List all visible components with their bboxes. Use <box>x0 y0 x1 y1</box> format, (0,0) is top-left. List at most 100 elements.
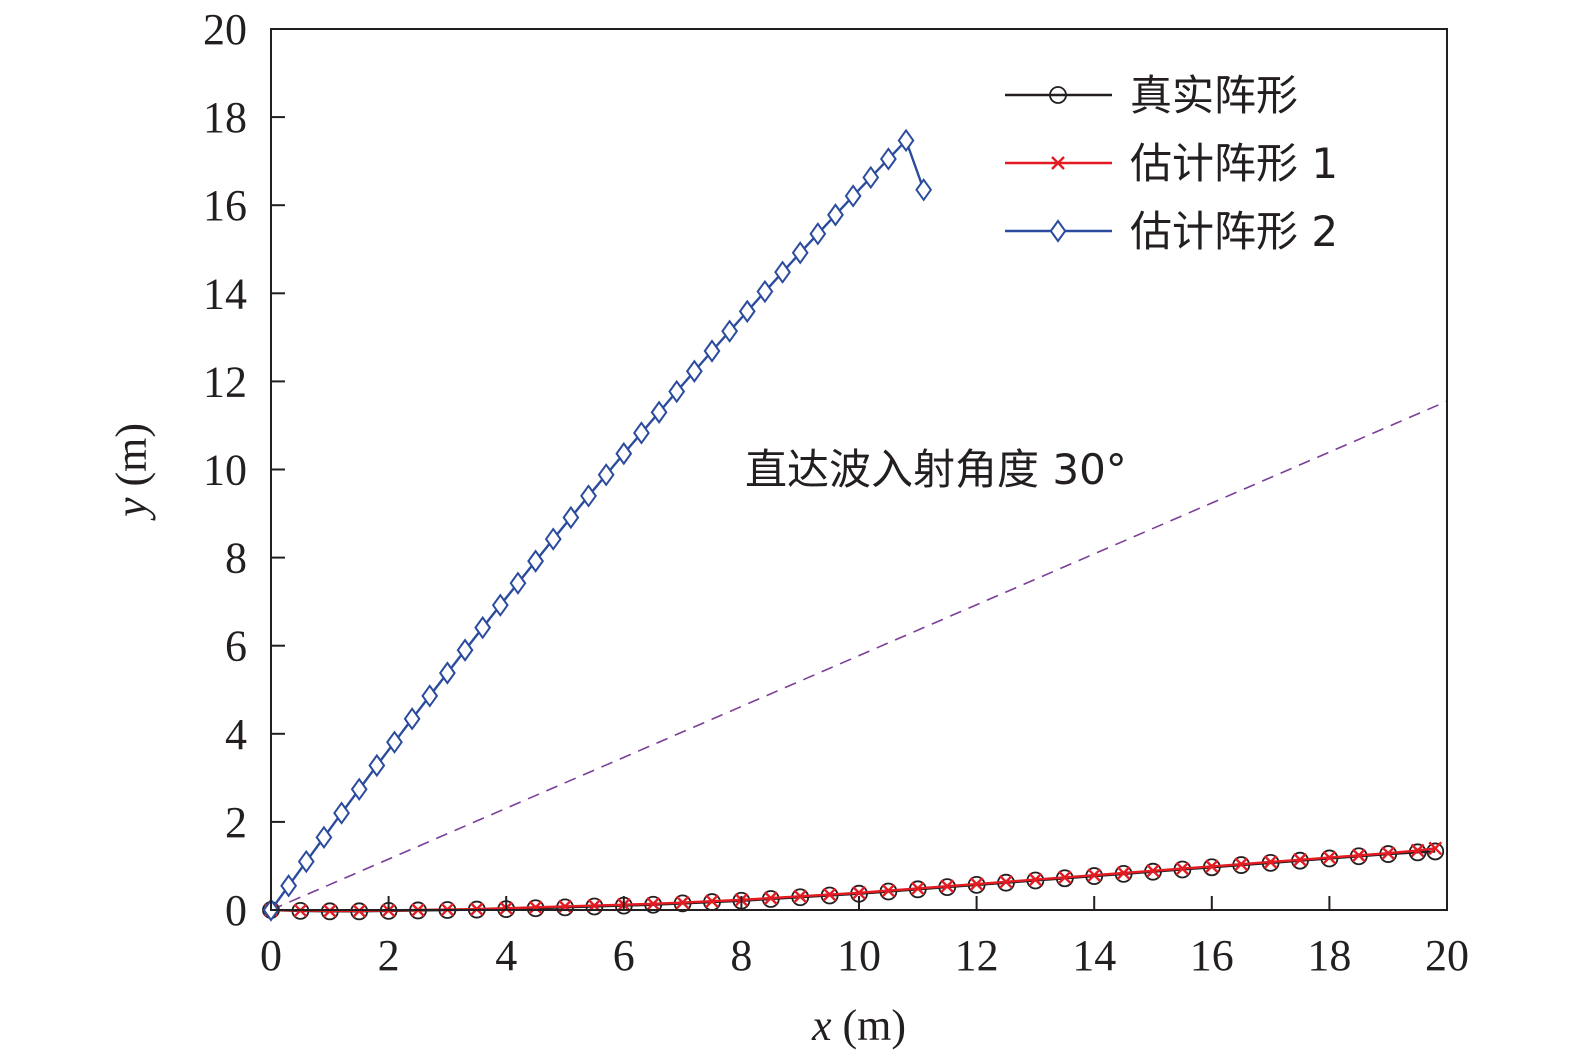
legend-label: 真实阵形 <box>1130 71 1298 120</box>
series-3-point <box>509 571 527 595</box>
series-3-point <box>738 299 756 324</box>
series-3-point <box>685 359 703 383</box>
series-3 <box>262 128 933 922</box>
x-axis-variable: x <box>811 1001 832 1050</box>
series-2-point <box>1028 872 1043 887</box>
series-2-point <box>675 895 690 910</box>
series-2-point <box>881 883 896 898</box>
legend-marker <box>1049 86 1067 104</box>
y-tick-label: 16 <box>203 181 247 230</box>
series-2-point <box>646 896 661 911</box>
series-3-point <box>562 505 580 530</box>
series-2-point <box>1410 843 1425 858</box>
y-tick-label: 12 <box>203 357 247 406</box>
y-tick-label: 2 <box>225 798 247 847</box>
y-tick-label: 0 <box>225 886 247 935</box>
series-2-point <box>969 877 984 891</box>
series-1 <box>262 842 1445 921</box>
series-2-point <box>1381 846 1396 861</box>
series-2-point <box>999 874 1013 889</box>
y-axis-variable: y <box>107 497 156 521</box>
series-3-point <box>915 178 933 202</box>
legend-item-1: 真实阵形 <box>1005 71 1298 120</box>
series-3-line <box>270 138 925 911</box>
legend-marker <box>1051 156 1065 170</box>
series-2-point <box>940 879 955 894</box>
series-3-point <box>491 593 509 617</box>
legend-marker <box>1049 219 1067 243</box>
series-3-point <box>879 147 897 171</box>
series-2-point <box>1263 855 1278 869</box>
y-axis-unit: (m) <box>107 423 156 498</box>
series-3-point <box>368 753 386 778</box>
x-tick-label: 16 <box>1190 931 1234 980</box>
x-axis-unit: (m) <box>832 1001 907 1050</box>
reference-line-layer <box>270 400 1448 911</box>
series-3-point <box>474 615 492 640</box>
legend-label: 估计阵形 2 <box>1130 207 1338 256</box>
series-3-point <box>897 128 915 153</box>
x-tick-label: 2 <box>378 931 400 980</box>
series-2-point <box>1322 850 1337 865</box>
series-2-point <box>1087 868 1102 883</box>
angle-annotation: 直达波入射角度 30° <box>745 445 1127 494</box>
series-2-point <box>763 891 778 905</box>
series-3-point <box>756 279 774 304</box>
x-tick-label: 6 <box>613 931 635 980</box>
series-2-point <box>822 887 837 902</box>
series-2-point <box>1204 859 1219 874</box>
series-2-point <box>1146 863 1160 878</box>
series-1-point <box>1426 842 1445 861</box>
series-3-point <box>827 203 844 227</box>
x-tick-label: 12 <box>955 931 999 980</box>
series-3-point <box>721 319 739 343</box>
y-tick-label: 10 <box>203 446 247 495</box>
series-3-point <box>315 825 333 850</box>
legend-label: 估计阵形 1 <box>1130 139 1338 188</box>
series-3-point <box>333 801 350 825</box>
series-2-point <box>705 894 719 909</box>
series-3-point <box>350 777 368 802</box>
series-2-point <box>910 881 925 896</box>
series-3-point <box>615 441 633 466</box>
x-tick-label: 14 <box>1072 931 1116 980</box>
x-tick-label: 20 <box>1425 931 1469 980</box>
series-3-point <box>633 421 650 445</box>
series-3-point <box>597 463 615 487</box>
axis-ticks <box>270 28 1448 911</box>
series-3-point <box>403 707 421 731</box>
series-2-point <box>1293 852 1307 867</box>
series-2-point <box>852 885 866 900</box>
series-3-point <box>297 849 315 874</box>
series-2-point <box>1234 857 1249 872</box>
reference-line-30deg <box>270 400 1448 911</box>
series-2-point <box>1428 841 1443 856</box>
y-axis-title: y (m) <box>107 423 156 521</box>
series-3-point <box>386 730 403 754</box>
series-3-point <box>527 549 545 573</box>
y-tick-label: 18 <box>203 93 247 142</box>
y-tick-label: 6 <box>225 622 247 671</box>
series-3-point <box>844 184 862 208</box>
x-axis-title: x (m) <box>811 1001 906 1050</box>
x-tick-label: 10 <box>837 931 881 980</box>
series-3-point <box>862 165 880 190</box>
series-3-point <box>438 661 456 685</box>
x-tick-label: 4 <box>495 931 517 980</box>
series-2-point <box>1057 870 1072 885</box>
series-3-point <box>650 400 668 424</box>
series-3-point <box>421 684 439 708</box>
y-tick-label: 4 <box>225 710 247 759</box>
series-2-point <box>1116 866 1131 880</box>
series-3-point <box>791 241 809 265</box>
series-2-point <box>1175 861 1190 876</box>
series-3-point <box>809 222 827 246</box>
series-2-point <box>1351 848 1366 863</box>
legend-item-3: 估计阵形 2 <box>1005 207 1338 256</box>
series-3-point <box>580 484 597 508</box>
series-2-point <box>528 900 543 915</box>
series-3-point <box>456 638 474 662</box>
y-tick-label: 20 <box>203 5 247 54</box>
